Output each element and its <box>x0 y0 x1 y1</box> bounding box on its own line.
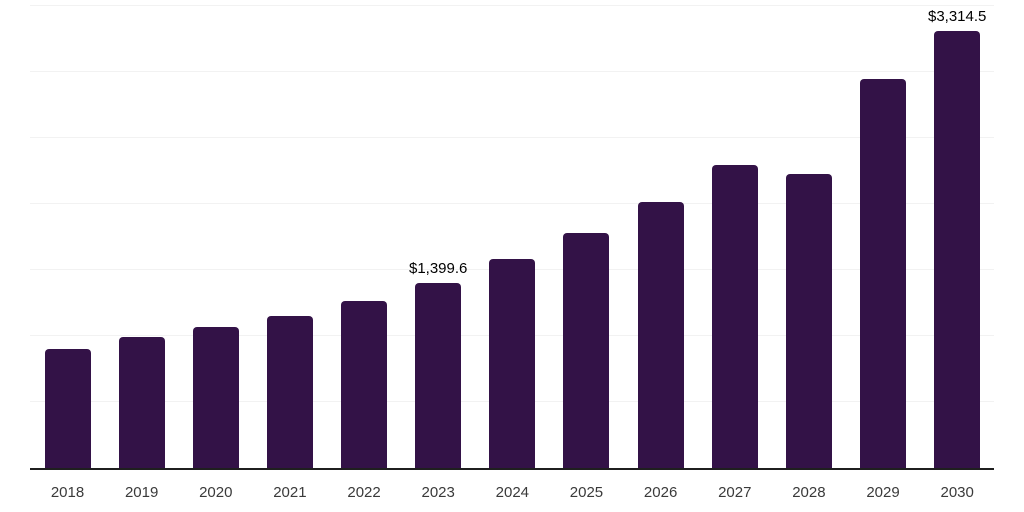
bar-slot-2019 <box>118 0 165 468</box>
bar-2021 <box>266 315 313 468</box>
x-tick-label-2023: 2023 <box>421 484 455 501</box>
x-tick-label-2018: 2018 <box>50 484 85 501</box>
gridline <box>30 203 994 204</box>
bar-slot-2020 <box>192 0 239 468</box>
bar-2022 <box>341 300 388 468</box>
x-tick-label-2020: 2020 <box>199 484 233 501</box>
bar-2020 <box>192 327 239 468</box>
x-tick-label-2030: 2030 <box>940 484 974 501</box>
bar-2023 <box>415 283 462 468</box>
x-tick-label-2029: 2029 <box>866 484 900 501</box>
x-tick-label-2024: 2024 <box>495 484 530 501</box>
bar-2026 <box>637 202 684 468</box>
bar-slot-2026 <box>637 0 684 468</box>
bar-2027 <box>711 165 758 468</box>
bar-2019 <box>118 336 165 468</box>
plot-area: $1,399.6 $3,314.5 <box>30 0 994 470</box>
bar-slot-2028 <box>785 0 832 468</box>
bar-2029 <box>860 78 907 468</box>
bar-slot-2021 <box>266 0 313 468</box>
gridline <box>30 5 994 6</box>
bar-slot-2027 <box>711 0 758 468</box>
gridline <box>30 71 994 72</box>
bar-slot-2022 <box>341 0 388 468</box>
bar-slot-2029 <box>860 0 907 468</box>
gridline <box>30 137 994 138</box>
x-tick-label-2021: 2021 <box>273 484 307 501</box>
x-tick-label-2027: 2027 <box>718 484 752 501</box>
bar-2028 <box>785 174 832 468</box>
bar-slot-2025 <box>563 0 610 468</box>
bar-2018 <box>44 349 91 468</box>
x-tick-label-2026: 2026 <box>643 484 678 501</box>
x-tick-label-2022: 2022 <box>347 484 381 501</box>
x-tick-label-2019: 2019 <box>124 484 159 501</box>
x-tick-label-2025: 2025 <box>569 484 604 501</box>
bar-slot-2023: $1,399.6 <box>409 0 467 468</box>
bar-slot-2024 <box>489 0 536 468</box>
bar-2024 <box>489 258 536 468</box>
bar-slot-2030: $3,314.5 <box>928 0 986 468</box>
bar-value-label-2030: $3,314.5 <box>927 7 987 25</box>
bar-2025 <box>563 233 610 468</box>
bar-value-label-2023: $1,399.6 <box>408 260 468 278</box>
bar-2030 <box>934 30 981 468</box>
x-axis-labels: 2018 2019 2020 2021 2022 2023 2024 2025 2026 2027… <box>0 484 1024 506</box>
x-tick-label-2028: 2028 <box>792 484 826 501</box>
bar-slot-2018 <box>44 0 91 468</box>
